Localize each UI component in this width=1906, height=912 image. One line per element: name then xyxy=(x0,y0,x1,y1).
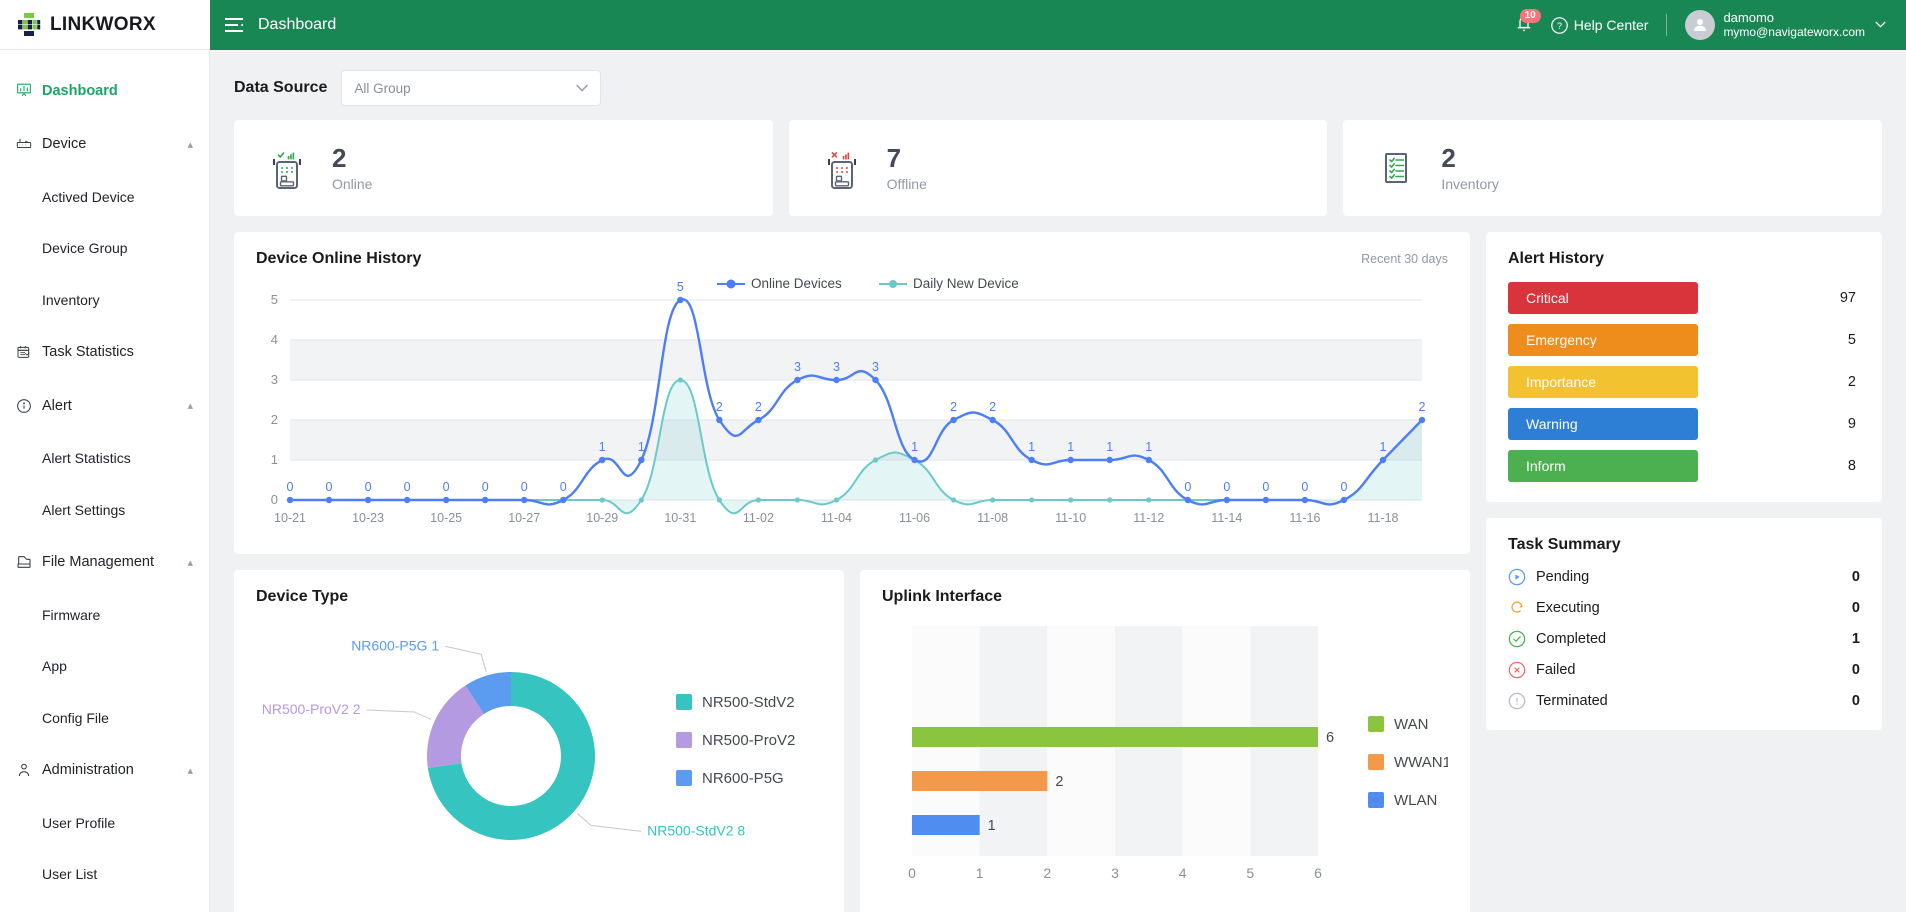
svg-text:10-29: 10-29 xyxy=(586,511,618,525)
svg-text:1: 1 xyxy=(1028,440,1035,454)
svg-text:0: 0 xyxy=(1262,480,1269,494)
svg-text:0: 0 xyxy=(365,480,372,494)
svg-text:3: 3 xyxy=(794,360,801,374)
svg-text:?: ? xyxy=(1557,21,1562,31)
svg-text:2: 2 xyxy=(1043,865,1051,881)
svg-text:1: 1 xyxy=(271,452,278,467)
svg-text:4: 4 xyxy=(1179,865,1187,881)
svg-text:0: 0 xyxy=(443,480,450,494)
svg-text:2: 2 xyxy=(716,400,723,414)
svg-text:11-12: 11-12 xyxy=(1133,511,1164,525)
svg-text:11-18: 11-18 xyxy=(1367,511,1398,525)
svg-text:WLAN: WLAN xyxy=(1394,792,1437,809)
svg-text:NR500-StdV2 8: NR500-StdV2 8 xyxy=(647,822,745,838)
svg-text:Online Devices: Online Devices xyxy=(751,276,842,291)
svg-text:3: 3 xyxy=(271,372,278,387)
svg-text:10-23: 10-23 xyxy=(352,511,384,525)
svg-text:0: 0 xyxy=(908,865,916,881)
svg-text:5: 5 xyxy=(677,280,684,294)
svg-text:10-21: 10-21 xyxy=(274,511,306,525)
svg-text:2: 2 xyxy=(1419,400,1426,414)
svg-text:0: 0 xyxy=(1340,480,1347,494)
svg-text:1: 1 xyxy=(911,440,918,454)
svg-text:0: 0 xyxy=(1301,480,1308,494)
svg-text:NR500-StdV2: NR500-StdV2 xyxy=(702,694,795,711)
svg-text:11-06: 11-06 xyxy=(899,511,930,525)
svg-text:3: 3 xyxy=(833,360,840,374)
svg-text:4: 4 xyxy=(271,332,278,347)
svg-text:1: 1 xyxy=(599,440,606,454)
svg-text:WAN: WAN xyxy=(1394,716,1428,733)
svg-text:2: 2 xyxy=(755,400,762,414)
svg-text:11-16: 11-16 xyxy=(1289,511,1320,525)
svg-text:1: 1 xyxy=(976,865,984,881)
svg-text:3: 3 xyxy=(1111,865,1119,881)
svg-text:6: 6 xyxy=(1326,730,1334,746)
svg-text:11-08: 11-08 xyxy=(977,511,1008,525)
svg-text:11-04: 11-04 xyxy=(821,511,852,525)
svg-text:11-10: 11-10 xyxy=(1055,511,1086,525)
svg-text:10-25: 10-25 xyxy=(430,511,462,525)
svg-text:5: 5 xyxy=(1246,865,1254,881)
svg-text:1: 1 xyxy=(1067,440,1074,454)
svg-text:6: 6 xyxy=(1314,865,1322,881)
svg-text:0: 0 xyxy=(560,480,567,494)
svg-text:NR600-P5G 1: NR600-P5G 1 xyxy=(351,637,439,653)
svg-text:1: 1 xyxy=(1145,440,1152,454)
svg-text:1: 1 xyxy=(988,818,996,834)
svg-text:0: 0 xyxy=(1223,480,1230,494)
svg-text:0: 0 xyxy=(404,480,411,494)
svg-text:Daily New Device: Daily New Device xyxy=(913,276,1019,291)
svg-text:2: 2 xyxy=(1055,774,1063,790)
svg-text:0: 0 xyxy=(287,480,294,494)
svg-text:0: 0 xyxy=(521,480,528,494)
svg-text:11-02: 11-02 xyxy=(743,511,774,525)
svg-text:10-27: 10-27 xyxy=(508,511,540,525)
svg-text:NR500-ProV2: NR500-ProV2 xyxy=(702,732,795,749)
svg-text:0: 0 xyxy=(482,480,489,494)
svg-text:NR600-P5G: NR600-P5G xyxy=(702,770,784,787)
svg-text:3: 3 xyxy=(872,360,879,374)
svg-text:0: 0 xyxy=(326,480,333,494)
svg-text:1: 1 xyxy=(1106,440,1113,454)
svg-text:10-31: 10-31 xyxy=(664,511,696,525)
svg-text:WWAN1: WWAN1 xyxy=(1394,754,1448,771)
svg-text:5: 5 xyxy=(271,292,278,307)
svg-text:NR500-ProV2 2: NR500-ProV2 2 xyxy=(262,701,361,717)
svg-text:1: 1 xyxy=(638,440,645,454)
svg-text:2: 2 xyxy=(950,400,957,414)
svg-text:2: 2 xyxy=(989,400,996,414)
svg-text:11-14: 11-14 xyxy=(1211,511,1242,525)
svg-text:1: 1 xyxy=(1379,440,1386,454)
svg-text:0: 0 xyxy=(271,492,278,507)
svg-text:0: 0 xyxy=(1184,480,1191,494)
svg-text:2: 2 xyxy=(271,412,278,427)
